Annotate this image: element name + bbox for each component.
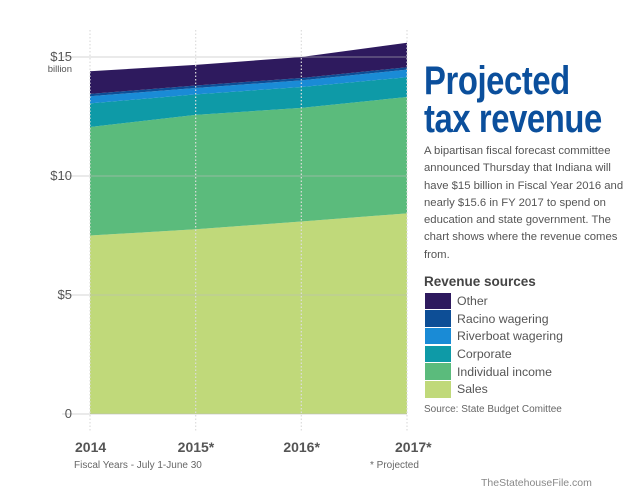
source-note: Source: State Budget Comittee (424, 404, 562, 415)
y-tick-label: $5 (58, 287, 72, 302)
legend-item: Sales (425, 380, 563, 398)
area-corporate (90, 77, 407, 127)
legend-swatch (425, 345, 451, 363)
x-tick-label: 2016* (283, 439, 320, 455)
area-other (90, 42, 407, 94)
x-tick-label: 2015* (178, 439, 215, 455)
legend-item: Riverboat wagering (425, 327, 563, 345)
x-tick-label: 2014 (75, 439, 106, 455)
area-racino-wagering (90, 67, 407, 97)
area-sales (90, 213, 407, 414)
title-line-2: tax revenue (424, 97, 602, 141)
legend-label: Corporate (457, 346, 512, 361)
legend-item: Individual income (425, 363, 563, 381)
y-unit-label: billion (48, 64, 72, 75)
legend: Other Racino wagering Riverboat wagering Co… (425, 292, 563, 398)
legend-swatch (425, 381, 451, 398)
title-line-1: Projected (424, 59, 570, 103)
y-tick-label: $10 (50, 168, 72, 183)
legend-item: Other (425, 292, 563, 310)
legend-swatch (425, 310, 451, 327)
legend-swatch (425, 327, 451, 345)
y-tick-label: $15 (50, 49, 72, 64)
legend-swatch (425, 292, 451, 310)
legend-title: Revenue sources (424, 274, 536, 289)
x-tick-label: 2017* (395, 439, 432, 455)
legend-item: Racino wagering (425, 310, 563, 328)
x-axis-note: Fiscal Years - July 1-June 30 (74, 460, 202, 471)
legend-swatch (425, 363, 451, 380)
credit: TheStatehouseFile.com (481, 477, 592, 489)
legend-label: Individual income (457, 364, 553, 379)
legend-label: Sales (457, 382, 488, 397)
y-tick-label: 0 (65, 406, 72, 421)
area-riverboat-wagering (90, 69, 407, 104)
legend-label: Other (457, 293, 488, 308)
description: A bipartisan fiscal forecast committee a… (424, 145, 624, 261)
legend-label: Riverboat wagering (457, 329, 563, 344)
chart-title: Projected tax revenue (424, 59, 602, 141)
projected-note: * Projected (370, 460, 419, 471)
legend-item: Corporate (425, 345, 563, 363)
area-individual-income (90, 96, 407, 236)
legend-label: Racino wagering (457, 311, 549, 326)
